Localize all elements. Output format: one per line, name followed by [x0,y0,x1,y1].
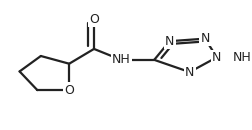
Text: O: O [64,84,74,97]
Text: N: N [184,66,194,79]
Text: N: N [200,32,209,45]
Text: NH: NH [111,53,130,66]
Text: N: N [164,35,174,48]
Text: NH: NH [232,51,251,64]
Text: O: O [89,13,99,26]
Text: N: N [211,51,220,64]
